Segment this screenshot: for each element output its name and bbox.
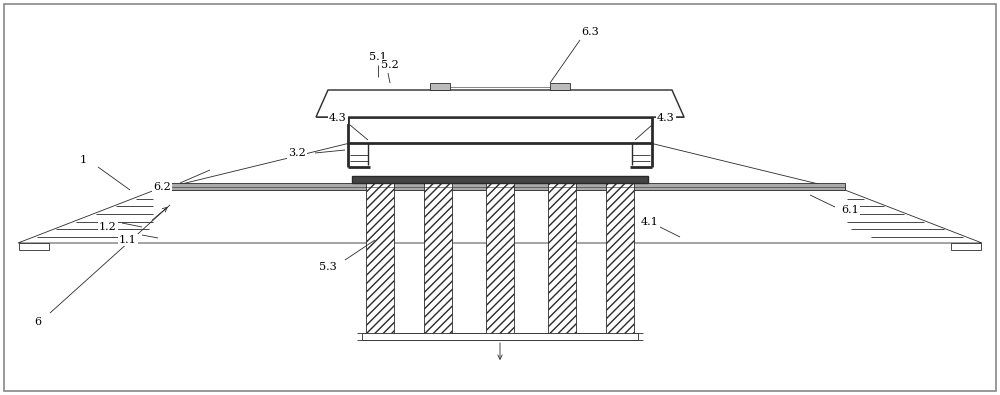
Text: 5.3: 5.3 bbox=[319, 262, 337, 272]
Text: 6.2: 6.2 bbox=[153, 182, 171, 192]
Bar bbox=[155, 183, 845, 190]
Bar bbox=[606, 183, 634, 335]
Text: 3.2: 3.2 bbox=[288, 148, 306, 158]
Text: 4.3: 4.3 bbox=[657, 113, 675, 123]
Text: 5.2: 5.2 bbox=[381, 60, 399, 70]
Text: 1.2: 1.2 bbox=[99, 222, 117, 232]
Bar bbox=[366, 183, 394, 335]
Bar bbox=[548, 183, 576, 335]
Polygon shape bbox=[316, 90, 684, 117]
Bar bbox=[362, 333, 638, 340]
Bar bbox=[486, 183, 514, 335]
Bar bbox=[19, 243, 49, 250]
Bar bbox=[430, 83, 450, 90]
Bar bbox=[951, 243, 981, 250]
Bar bbox=[550, 83, 570, 90]
Text: 4.3: 4.3 bbox=[329, 113, 347, 123]
Text: 5.1: 5.1 bbox=[369, 52, 387, 62]
Bar bbox=[352, 176, 648, 183]
Bar bbox=[348, 117, 652, 143]
Text: 1: 1 bbox=[79, 155, 87, 165]
Text: 4.1: 4.1 bbox=[641, 217, 659, 227]
Bar bbox=[424, 183, 452, 335]
Text: 6.3: 6.3 bbox=[581, 27, 599, 37]
Text: 1.1: 1.1 bbox=[119, 235, 137, 245]
Text: 6: 6 bbox=[34, 317, 42, 327]
Polygon shape bbox=[18, 190, 982, 243]
Text: 6.1: 6.1 bbox=[841, 205, 859, 215]
